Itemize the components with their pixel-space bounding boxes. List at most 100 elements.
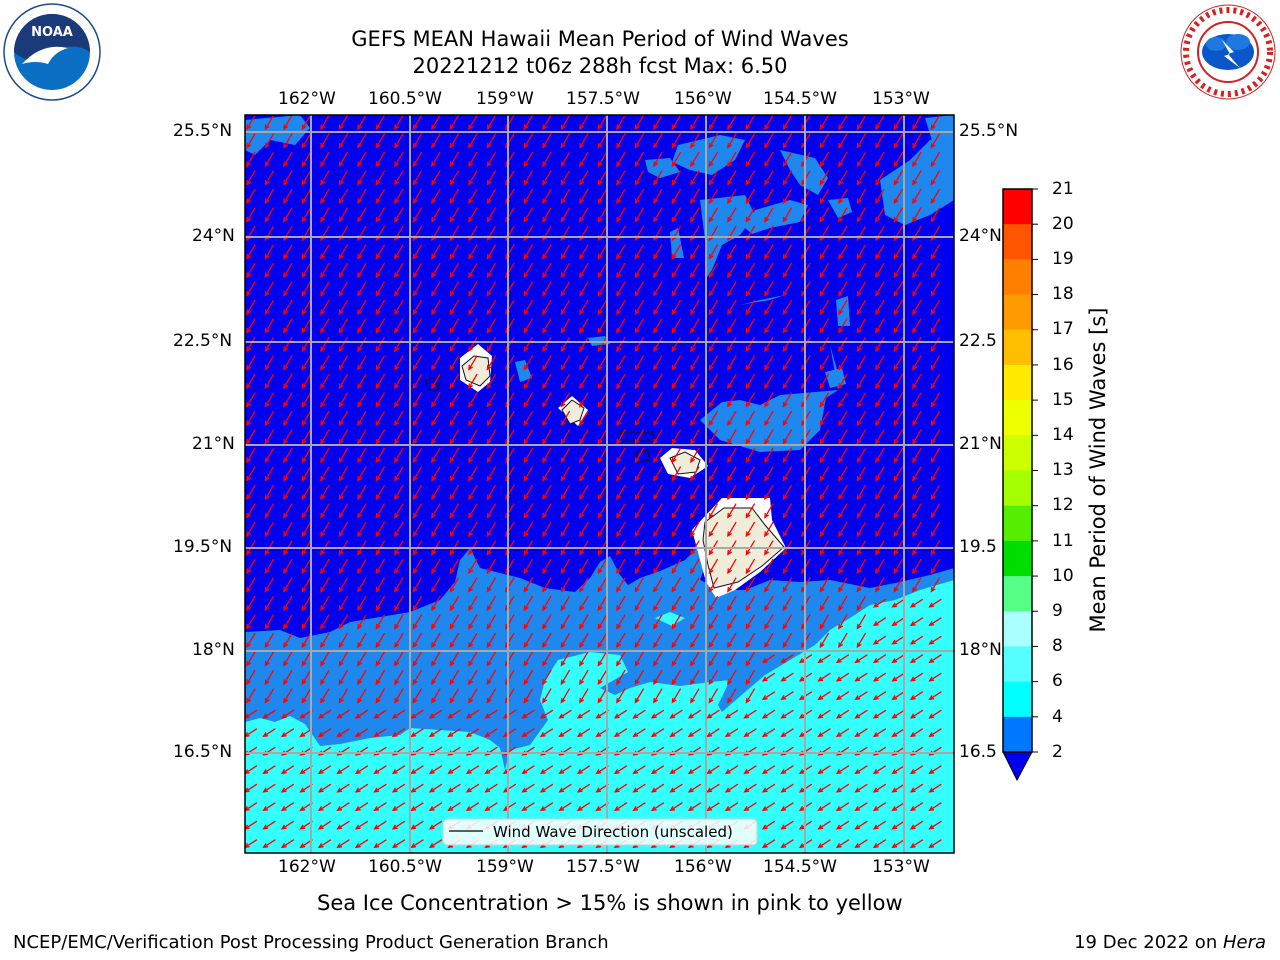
wind-wave-arrow bbox=[448, 783, 461, 793]
wind-wave-arrow bbox=[653, 614, 663, 629]
wind-wave-arrow bbox=[819, 151, 830, 167]
wind-wave-arrow bbox=[708, 373, 719, 389]
wind-wave-arrowhead bbox=[835, 713, 842, 719]
wind-wave-arrowhead bbox=[653, 568, 659, 575]
wind-wave-arrowhead bbox=[523, 309, 529, 316]
wind-wave-arrow bbox=[912, 133, 922, 148]
wind-wave-arrowhead bbox=[653, 198, 659, 205]
wind-wave-arrow bbox=[744, 728, 757, 737]
wind-wave-arrow bbox=[283, 632, 293, 648]
wind-wave-arrow bbox=[634, 484, 645, 500]
wind-wave-arrow bbox=[357, 651, 367, 666]
wind-wave-arrowhead bbox=[431, 586, 437, 593]
wind-wave-arrowhead bbox=[542, 549, 548, 556]
wind-wave-arrowhead bbox=[320, 179, 326, 186]
wind-wave-arrowhead bbox=[394, 124, 400, 131]
wind-wave-arrowhead bbox=[930, 124, 936, 131]
wind-wave-arrowhead bbox=[909, 843, 916, 849]
wind-wave-arrowhead bbox=[449, 660, 455, 667]
wind-wave-arrowhead bbox=[780, 713, 787, 719]
wind-wave-arrow bbox=[523, 614, 534, 629]
wind-wave-arrowhead bbox=[410, 713, 417, 719]
wind-wave-arrow bbox=[338, 614, 349, 629]
wind-wave-arrowhead bbox=[375, 623, 381, 630]
wind-wave-arrowhead bbox=[708, 253, 714, 260]
wind-wave-arrowhead bbox=[597, 642, 603, 649]
wind-wave-arrow bbox=[357, 151, 367, 167]
wind-wave-arrow bbox=[893, 244, 904, 259]
wind-wave-arrowhead bbox=[264, 401, 270, 408]
wind-wave-arrowhead bbox=[930, 142, 936, 149]
wind-wave-arrow bbox=[616, 318, 626, 333]
wind-wave-arrowhead bbox=[690, 475, 696, 482]
wind-wave-arrowhead bbox=[579, 642, 585, 649]
wind-wave-arrow bbox=[394, 577, 404, 592]
wind-wave-arrow bbox=[357, 170, 367, 185]
wind-wave-arrowhead bbox=[431, 216, 437, 223]
wind-wave-arrow bbox=[468, 188, 478, 204]
wind-wave-arrowhead bbox=[449, 642, 455, 649]
wind-wave-arrowhead bbox=[616, 161, 622, 168]
wind-wave-arrowhead bbox=[579, 327, 585, 334]
wind-wave-arrowhead bbox=[690, 568, 696, 575]
wind-wave-arrow bbox=[412, 262, 423, 278]
wind-wave-arrowhead bbox=[930, 364, 936, 371]
wind-wave-arrowhead bbox=[597, 531, 603, 538]
colorbar-label: Mean Period of Wind Waves [s] bbox=[1086, 307, 1110, 633]
wind-wave-arrowhead bbox=[856, 383, 862, 390]
wind-wave-arrowhead bbox=[523, 475, 529, 482]
wind-wave-arrowhead bbox=[447, 732, 454, 738]
wind-wave-arrowhead bbox=[690, 549, 696, 556]
wind-wave-arrow bbox=[375, 318, 386, 333]
wind-wave-arrow bbox=[782, 429, 793, 444]
wind-wave-arrowhead bbox=[798, 713, 805, 719]
wind-wave-arrowhead bbox=[523, 679, 529, 686]
wind-wave-arrowhead bbox=[486, 179, 492, 186]
wind-wave-arrow bbox=[468, 373, 478, 389]
wind-wave-arrowhead bbox=[909, 621, 916, 627]
wind-wave-arrowhead bbox=[375, 457, 381, 464]
wind-wave-arrowhead bbox=[246, 364, 252, 371]
wind-wave-arrowhead bbox=[761, 787, 768, 793]
wind-wave-arrow bbox=[597, 688, 608, 703]
wind-wave-arrowhead bbox=[338, 420, 344, 427]
wind-wave-arrowhead bbox=[616, 198, 622, 205]
wind-wave-arrowhead bbox=[391, 843, 398, 849]
wind-wave-arrowhead bbox=[320, 309, 326, 316]
wind-wave-arrowhead bbox=[338, 679, 344, 686]
wind-wave-arrow bbox=[818, 654, 831, 663]
wind-wave-arrowhead bbox=[523, 605, 529, 612]
wind-wave-arrow bbox=[245, 802, 258, 811]
wind-wave-arrow bbox=[912, 262, 922, 278]
wind-wave-arrow bbox=[466, 783, 480, 793]
x-tick-bottom: 153°W bbox=[872, 857, 930, 877]
wind-wave-arrow bbox=[429, 709, 443, 719]
wind-wave-arrow bbox=[764, 632, 774, 648]
wind-wave-arrow bbox=[836, 783, 850, 793]
wind-wave-arrowhead bbox=[301, 475, 307, 482]
wind-wave-arrow bbox=[910, 691, 924, 700]
y-tick-left: 21°N bbox=[192, 434, 235, 454]
colorbar-tick-label: 21 bbox=[1052, 179, 1074, 199]
wind-wave-arrowhead bbox=[320, 272, 326, 279]
wind-wave-arrowhead bbox=[875, 309, 881, 316]
wind-wave-arrow bbox=[912, 373, 922, 389]
wind-wave-arrowhead bbox=[616, 327, 622, 334]
wind-wave-arrowhead bbox=[484, 769, 491, 775]
wind-wave-arrow bbox=[910, 709, 924, 719]
wind-wave-arrow bbox=[320, 281, 330, 296]
wind-wave-arrow bbox=[708, 632, 719, 648]
wind-wave-arrow bbox=[782, 355, 793, 370]
wind-wave-arrowhead bbox=[780, 824, 787, 830]
wind-wave-arrowhead bbox=[817, 658, 824, 664]
wind-wave-arrowhead bbox=[299, 713, 306, 719]
wind-wave-arrowhead bbox=[264, 309, 270, 316]
wind-wave-arrow bbox=[375, 281, 386, 296]
wind-wave-arrow bbox=[597, 466, 608, 481]
wind-wave-arrow bbox=[651, 728, 665, 737]
wind-wave-arrow bbox=[523, 688, 534, 703]
wind-wave-arrow bbox=[782, 207, 793, 222]
wind-wave-arrow bbox=[727, 521, 737, 537]
wind-wave-arrow bbox=[708, 614, 719, 629]
wind-wave-arrowhead bbox=[597, 438, 603, 445]
